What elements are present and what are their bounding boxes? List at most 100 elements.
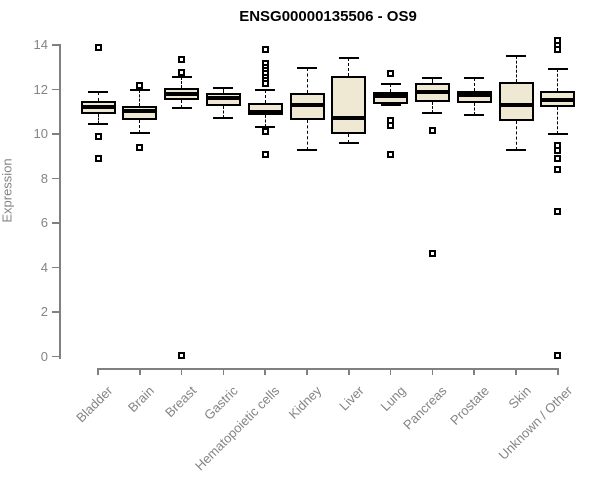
median-line [247,109,283,114]
lower-whisker [181,99,183,109]
lower-whisker [515,120,517,150]
upper-whisker [348,58,350,77]
outlier-point [136,143,144,151]
outlier-point [554,351,562,359]
upper-whisker [515,56,517,82]
upper-whisker [139,89,141,107]
x-tick-label: Breast [162,383,200,421]
median-line [331,116,367,121]
x-axis-tick [139,368,141,375]
upper-whisker [264,89,266,103]
x-tick-label: Prostate [446,383,492,428]
lower-whisker [139,119,141,133]
median-line [164,91,200,96]
lower-whisker-cap [506,148,526,151]
upper-whisker-cap [297,67,317,70]
outlier-point [261,128,269,136]
lower-whisker [222,106,224,119]
y-tick-label: 8 [40,170,48,186]
lower-whisker [306,119,308,150]
median-line [289,103,325,108]
x-tick-label: Lung [377,383,409,415]
upper-whisker [557,69,559,91]
outlier-point [178,351,186,359]
lower-whisker [264,115,266,128]
lower-whisker [473,102,475,116]
upper-whisker-cap [88,90,108,93]
outlier-point [261,45,269,53]
y-axis-tick [52,311,59,313]
x-axis-tick [473,368,475,375]
outlier-point [261,80,269,88]
y-tick-label: 10 [33,126,48,141]
y-tick-label: 2 [40,304,48,319]
median-line [80,105,116,110]
x-tick-label: Unknown / Other [495,383,576,463]
x-axis-line [97,368,559,370]
x-tick-label: Pancreas [400,383,451,433]
lower-whisker-cap [464,114,485,117]
y-axis-tick [52,133,59,135]
lower-whisker-cap [129,131,150,134]
outlier-point [94,132,102,140]
lower-whisker-cap [547,133,568,135]
y-axis-tick [52,355,59,358]
y-axis-tick [52,266,59,269]
median-line [205,96,241,101]
outlier-point [178,55,186,63]
upper-whisker-cap [171,76,192,79]
outlier-point [94,154,102,162]
x-tick-label: Skin [505,383,534,412]
x-tick-label: Liver [335,383,367,414]
lower-whisker [348,134,350,143]
lower-whisker-cap [213,117,234,120]
upper-whisker-cap [255,88,276,91]
lower-whisker [431,101,433,113]
y-tick-label: 4 [40,259,48,275]
outlier-point [554,154,562,162]
outlier-point [554,147,562,155]
upper-whisker [473,78,475,91]
upper-whisker [431,78,433,83]
box-iqr [498,81,534,121]
outlier-point [178,69,186,77]
upper-whisker-cap [213,87,234,90]
x-axis-tick [264,368,266,375]
x-axis-tick [180,368,183,375]
outlier-point [387,121,395,129]
median-line [498,103,534,108]
upper-whisker-cap [464,77,485,80]
box-iqr [331,76,367,134]
upper-whisker [181,77,183,89]
x-axis-tick [557,368,559,375]
lower-whisker-cap [422,111,443,114]
outlier-point [428,249,436,257]
x-tick-label: Brain [125,383,158,416]
x-axis-tick [348,368,350,375]
upper-whisker [222,88,224,93]
y-axis-label: Expression [0,158,15,223]
upper-whisker-cap [380,82,401,85]
y-axis-tick [52,222,59,224]
lower-whisker [557,107,559,134]
median-line [122,108,158,113]
lower-whisker-cap [338,141,359,144]
y-axis-tick [52,88,59,91]
upper-whisker [306,68,308,93]
x-axis-tick [389,368,392,375]
outlier-point [387,150,395,158]
outlier-point [554,166,562,174]
outlier-point [261,150,269,158]
x-tick-label: Kidney [285,383,325,422]
x-tick-label: Bladder [73,383,116,426]
upper-whisker-cap [129,88,150,91]
upper-whisker [390,83,392,92]
y-axis-tick [52,44,59,46]
median-line [414,89,450,94]
outlier-point [428,127,436,135]
lower-whisker-cap [171,107,192,110]
lower-whisker-cap [255,126,276,129]
lower-whisker-cap [88,122,108,125]
x-axis-tick [515,368,517,375]
